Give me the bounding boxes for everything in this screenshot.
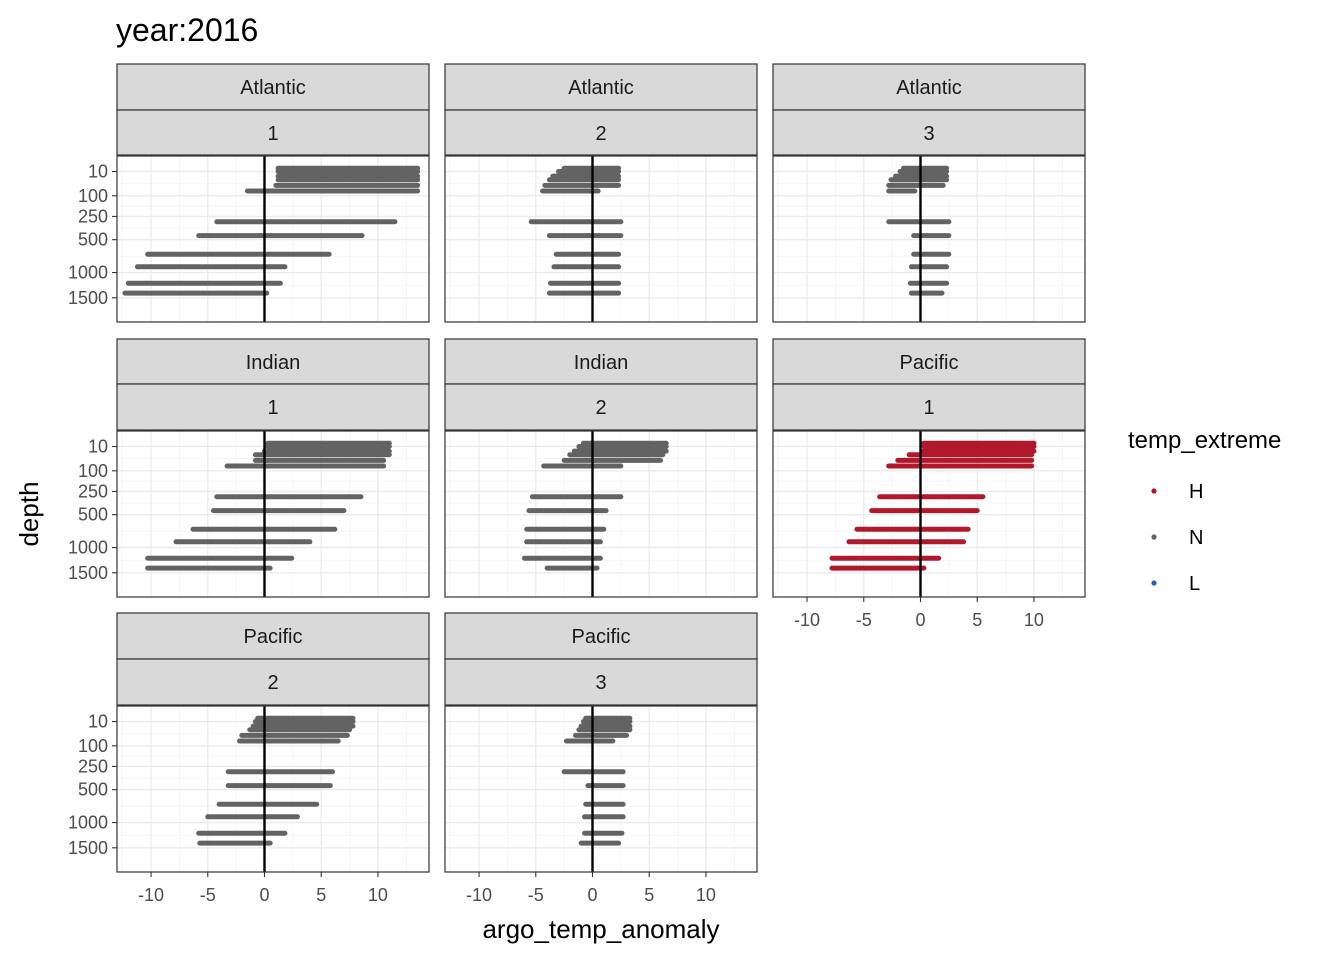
facet-panel: Pacific 3 -10 -5 0 5 10 — [444, 612, 758, 905]
strip-ocean-label: Indian — [574, 352, 629, 374]
x-tick-label: -5 — [856, 610, 872, 630]
y-tick-label: 250 — [78, 206, 108, 226]
x-tick-label: -10 — [794, 610, 820, 630]
x-tick-label: 10 — [696, 885, 716, 905]
strip-ocean — [444, 63, 758, 111]
x-tick-label: -5 — [200, 885, 216, 905]
y-tick-label: 1000 — [68, 813, 108, 833]
strip-group — [772, 383, 1086, 431]
strip-ocean — [772, 63, 1086, 111]
y-tick-label: 500 — [78, 505, 108, 525]
facet-panel: Pacific 1 -10 -5 0 5 10 — [772, 338, 1086, 630]
facet-panel: Atlantic 2 — [444, 63, 758, 323]
strip-ocean — [444, 612, 758, 660]
x-tick-label: 5 — [316, 885, 326, 905]
y-tick-label: 100 — [78, 461, 108, 481]
y-tick-label: 1500 — [68, 288, 108, 308]
legend-key — [1151, 534, 1157, 540]
strip-group-label: 1 — [267, 123, 278, 145]
y-tick-label: 10 — [88, 162, 108, 182]
y-tick-label: 250 — [78, 756, 108, 776]
strip-ocean — [444, 338, 758, 385]
x-tick-label: -10 — [138, 885, 164, 905]
strip-ocean-label: Pacific — [244, 626, 303, 648]
strip-ocean — [116, 63, 430, 111]
strip-ocean-label: Atlantic — [896, 77, 962, 99]
x-axis-title: argo_temp_anomaly — [482, 914, 719, 944]
y-tick-label: 1000 — [68, 263, 108, 283]
strip-ocean — [116, 612, 430, 660]
x-tick-label: 10 — [1024, 610, 1044, 630]
panel-border — [116, 430, 430, 598]
strip-group — [444, 109, 758, 156]
strip-ocean — [116, 338, 430, 385]
x-tick-label: 10 — [368, 885, 388, 905]
x-tick-label: 5 — [644, 885, 654, 905]
strip-ocean-label: Atlantic — [568, 77, 634, 99]
legend: temp_extreme H N L — [1128, 427, 1281, 595]
strip-group-label: 3 — [923, 123, 934, 145]
legend-title: temp_extreme — [1128, 427, 1281, 454]
y-tick-label: 500 — [78, 780, 108, 800]
x-tick-label: 0 — [587, 885, 597, 905]
strip-group — [444, 658, 758, 706]
strip-group-label: 1 — [923, 397, 934, 419]
chart-title: year:2016 — [116, 12, 258, 48]
strip-ocean-label: Atlantic — [240, 77, 306, 99]
legend-key — [1151, 488, 1157, 494]
y-tick-label: 1500 — [68, 838, 108, 858]
facet-panel: Indian 2 — [444, 338, 758, 598]
y-tick-label: 1000 — [68, 538, 108, 558]
x-tick-label: -5 — [528, 885, 544, 905]
strip-group-label: 2 — [595, 123, 606, 145]
panel-border — [444, 430, 758, 598]
panel-border — [116, 705, 430, 873]
panel-border — [444, 705, 758, 873]
x-tick-label: 0 — [915, 610, 925, 630]
legend-label: L — [1189, 573, 1200, 595]
strip-group — [116, 109, 430, 156]
y-tick-label: 500 — [78, 230, 108, 250]
legend-label: N — [1189, 527, 1203, 549]
y-tick-label: 100 — [78, 736, 108, 756]
y-tick-label: 250 — [78, 481, 108, 501]
strip-group-label: 3 — [595, 672, 606, 694]
y-tick-label: 1500 — [68, 563, 108, 583]
strip-ocean-label: Pacific — [572, 626, 631, 648]
x-tick-label: -10 — [466, 885, 492, 905]
strip-group-label: 2 — [267, 672, 278, 694]
y-tick-label: 10 — [88, 712, 108, 732]
strip-group — [444, 383, 758, 431]
strip-ocean-label: Pacific — [900, 352, 959, 374]
y-axis-title: depth — [14, 481, 44, 546]
facet-panel: Atlantic 3 — [772, 63, 1086, 323]
panel-border — [116, 155, 430, 323]
y-tick-label: 10 — [88, 437, 108, 457]
strip-group — [116, 383, 430, 431]
strip-group-label: 1 — [267, 397, 278, 419]
legend-key — [1151, 580, 1157, 586]
panel-border — [772, 155, 1086, 323]
panel-border — [444, 155, 758, 323]
x-tick-label: 0 — [259, 885, 269, 905]
strip-ocean-label: Indian — [246, 352, 301, 374]
strip-group — [116, 658, 430, 706]
strip-group — [772, 109, 1086, 156]
x-tick-label: 5 — [972, 610, 982, 630]
facet-panels: Atlantic11010025050010001500Atlantic2Atl… — [68, 63, 1086, 905]
strip-group-label: 2 — [595, 397, 606, 419]
legend-label: H — [1189, 481, 1203, 503]
panel-border — [772, 430, 1086, 598]
y-tick-label: 100 — [78, 186, 108, 206]
